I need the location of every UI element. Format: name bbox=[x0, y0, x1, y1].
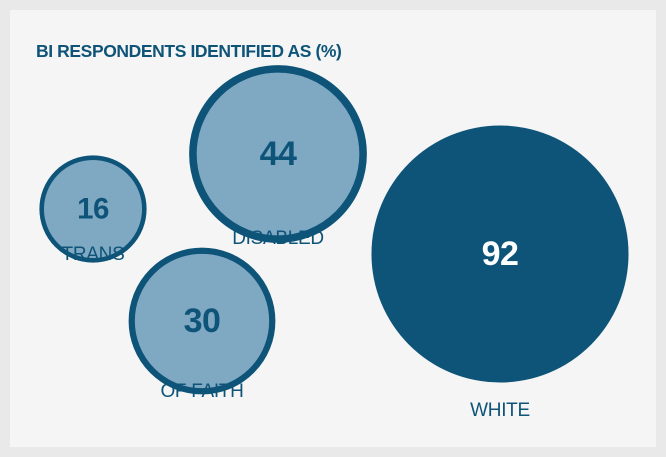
bubble-circle-of-faith bbox=[128, 247, 276, 395]
bubble-circle-trans bbox=[39, 155, 147, 263]
bubble-circle-white bbox=[371, 125, 629, 383]
bubble-value-disabled: 44 bbox=[260, 135, 297, 173]
bubble-value-white: 92 bbox=[482, 235, 519, 273]
bubble-trans: 16 TRANS bbox=[39, 155, 147, 265]
bubble-disabled: 44 DISABLED bbox=[189, 65, 367, 249]
bubble-label-disabled: DISABLED bbox=[232, 228, 324, 249]
bubble-circle-disabled bbox=[189, 65, 367, 243]
bubble-label-white: WHITE bbox=[470, 400, 530, 421]
bubble-label-trans: TRANS bbox=[62, 244, 125, 265]
chart-title: BI RESPONDENTS IDENTIFIED AS (%) bbox=[36, 41, 342, 61]
bubble-label-of-faith: OF FAITH bbox=[160, 381, 243, 402]
bubble-value-trans: 16 bbox=[77, 193, 109, 226]
bubble-white: 92 WHITE bbox=[371, 125, 629, 421]
bubble-of-faith: 30 OF FAITH bbox=[128, 247, 276, 402]
bubble-value-of-faith: 30 bbox=[184, 302, 221, 340]
